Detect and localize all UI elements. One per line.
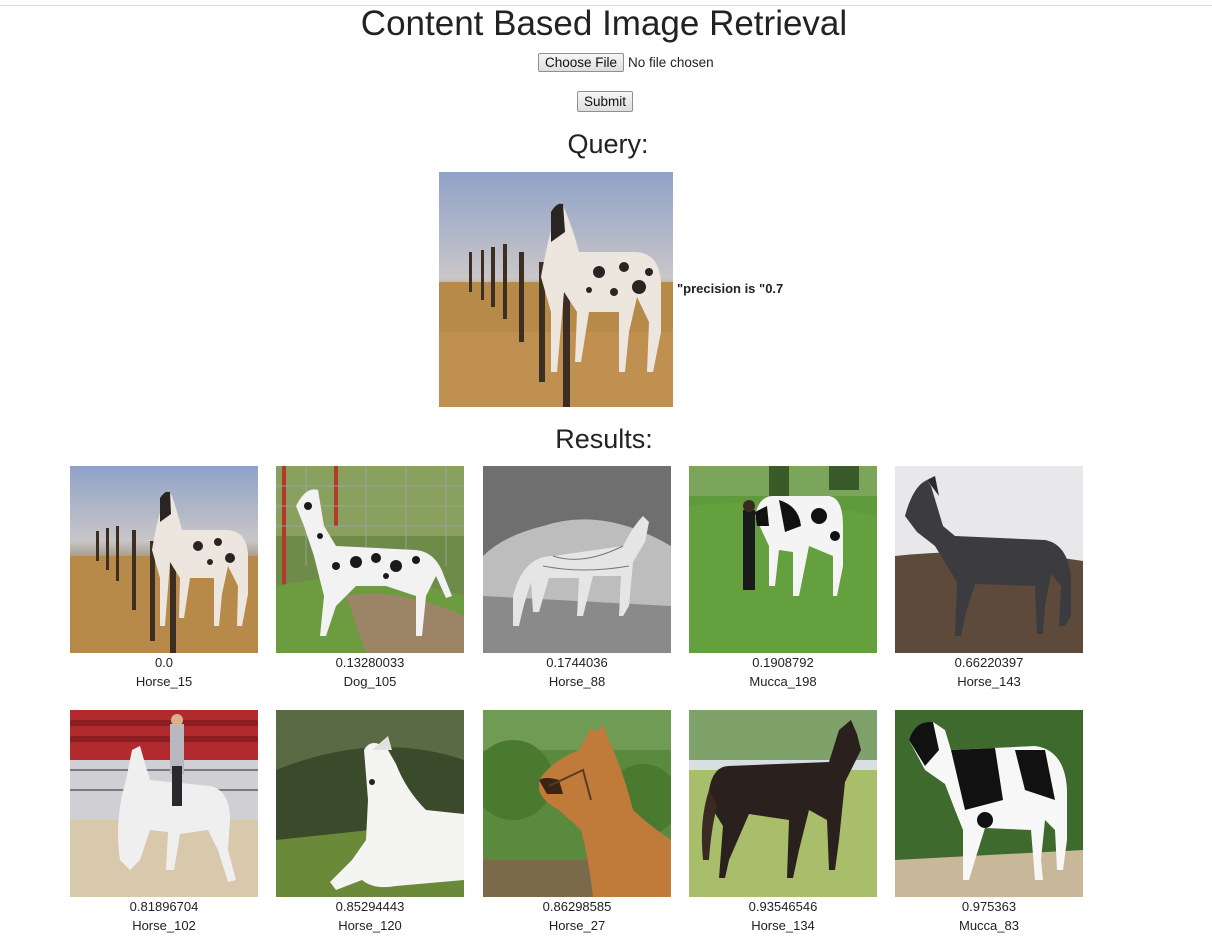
result-label: Horse_102 <box>132 918 196 933</box>
result-item[interactable]: 0.0 Horse_15 <box>70 466 258 691</box>
result-thumbnail[interactable] <box>276 710 464 897</box>
result-item[interactable]: 0.81896704 Horse_102 <box>70 710 258 935</box>
bay-horse-portrait-icon <box>483 710 671 897</box>
result-item[interactable]: 0.13280033 Dog_105 <box>276 466 464 691</box>
top-divider <box>0 5 1212 6</box>
grey-horse-icon <box>895 466 1083 653</box>
result-score: 0.1744036 <box>546 655 608 670</box>
submit-button[interactable]: Submit <box>577 91 634 112</box>
result-item[interactable]: 0.975363 Mucca_83 <box>895 710 1083 935</box>
result-thumbnail[interactable] <box>70 710 258 897</box>
page-title: Content Based Image Retrieval <box>360 4 848 43</box>
result-label: Horse_15 <box>135 674 193 689</box>
result-thumbnail[interactable] <box>483 710 671 897</box>
result-item[interactable]: 0.93546546 Horse_134 <box>689 710 877 935</box>
file-status-text: No file chosen <box>628 54 714 70</box>
great-dane-dog-icon <box>276 466 464 653</box>
result-label: Horse_134 <box>751 918 815 933</box>
query-heading: Query: <box>567 129 649 159</box>
results-heading: Results: <box>555 424 653 454</box>
result-score: 0.13280033 <box>335 655 405 670</box>
result-thumbnail[interactable] <box>276 466 464 653</box>
result-thumbnail[interactable] <box>70 466 258 653</box>
result-thumbnail[interactable] <box>689 466 877 653</box>
black-white-cow-icon <box>895 710 1083 897</box>
appaloosa-horse-fence-icon <box>70 466 258 653</box>
result-label: Horse_27 <box>548 918 606 933</box>
dark-horse-on-grass-icon <box>689 710 877 897</box>
result-score: 0.975363 <box>961 899 1017 914</box>
result-score: 0.66220397 <box>954 655 1024 670</box>
result-item[interactable]: 0.1908792 Mucca_198 <box>689 466 877 691</box>
precision-text: "precision is "0.7 <box>677 281 784 296</box>
result-item[interactable]: 0.1744036 Horse_88 <box>483 466 671 691</box>
result-thumbnail[interactable] <box>689 710 877 897</box>
result-item[interactable]: 0.66220397 Horse_143 <box>895 466 1083 691</box>
result-label: Mucca_198 <box>749 674 817 689</box>
white-arabian-horse-icon <box>276 710 464 897</box>
result-score: 0.86298585 <box>542 899 612 914</box>
choose-file-button[interactable]: Choose File <box>538 52 625 72</box>
result-thumbnail[interactable] <box>895 466 1083 653</box>
submit-row: Submit <box>577 91 634 112</box>
result-score: 0.1908792 <box>752 655 814 670</box>
result-label: Horse_143 <box>957 674 1021 689</box>
rider-on-white-horse-icon <box>70 710 258 897</box>
result-score: 0.81896704 <box>129 899 199 914</box>
result-item[interactable]: 0.86298585 Horse_27 <box>483 710 671 935</box>
result-score: 0.93546546 <box>748 899 818 914</box>
result-score: 0.0 <box>154 655 174 670</box>
result-thumbnail[interactable] <box>483 466 671 653</box>
query-image <box>439 172 673 407</box>
appaloosa-horse-icon <box>439 172 673 407</box>
result-thumbnail[interactable] <box>895 710 1083 897</box>
result-label: Mucca_83 <box>959 918 1019 933</box>
cow-with-person-icon <box>689 466 877 653</box>
file-upload-row: Choose File No file chosen <box>538 52 714 72</box>
result-score: 0.85294443 <box>335 899 405 914</box>
result-item[interactable]: 0.85294443 Horse_120 <box>276 710 464 935</box>
result-label: Horse_88 <box>548 674 606 689</box>
engraved-horse-icon <box>483 466 671 653</box>
result-label: Horse_120 <box>338 918 402 933</box>
result-label: Dog_105 <box>343 674 397 689</box>
